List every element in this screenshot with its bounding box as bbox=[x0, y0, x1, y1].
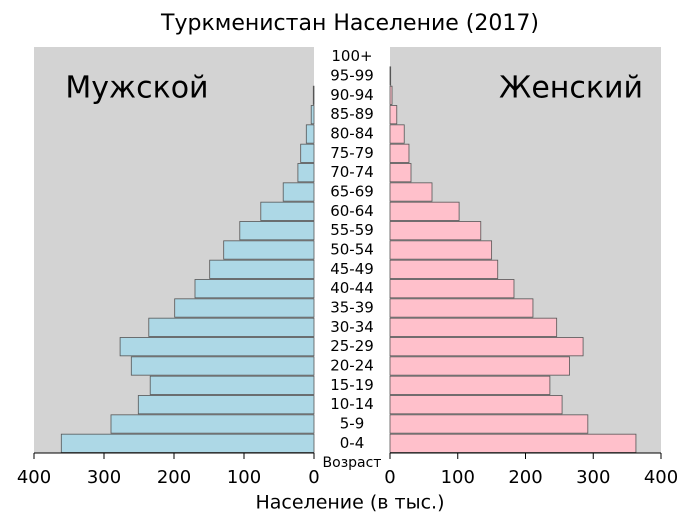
category-label: 35-39 bbox=[330, 299, 374, 317]
x-tick-label: 100 bbox=[441, 467, 475, 488]
bar bbox=[389, 143, 410, 163]
x-tick-label: 100 bbox=[227, 467, 261, 488]
bar bbox=[389, 105, 398, 125]
bar bbox=[389, 356, 570, 376]
bar bbox=[148, 317, 315, 337]
bar bbox=[389, 240, 493, 260]
bar bbox=[149, 375, 315, 395]
x-tick-label: 200 bbox=[157, 467, 191, 488]
bar bbox=[305, 124, 315, 144]
x-tick-label: 300 bbox=[576, 467, 610, 488]
category-label: 15-19 bbox=[330, 376, 374, 394]
category-label: 25-29 bbox=[330, 337, 374, 355]
category-label: 80-84 bbox=[330, 125, 374, 143]
bar bbox=[389, 433, 637, 453]
category-label: 85-89 bbox=[330, 105, 374, 123]
category-label: 90-94 bbox=[330, 86, 374, 104]
bar bbox=[194, 279, 315, 299]
category-label: 30-34 bbox=[330, 318, 374, 336]
bar bbox=[312, 85, 315, 105]
category-label: 20-24 bbox=[330, 357, 374, 375]
chart-title: Туркменистан Население (2017) bbox=[160, 11, 539, 36]
bar bbox=[389, 259, 499, 279]
category-label: 65-69 bbox=[330, 183, 374, 201]
bar bbox=[310, 105, 315, 125]
category-label: 55-59 bbox=[330, 221, 374, 239]
bar bbox=[389, 298, 534, 318]
bar bbox=[389, 375, 551, 395]
category-label: 75-79 bbox=[330, 144, 374, 162]
bar bbox=[389, 337, 584, 357]
bar bbox=[389, 414, 589, 434]
bar bbox=[389, 221, 482, 241]
category-label: 95-99 bbox=[330, 67, 374, 85]
category-label: 50-54 bbox=[330, 241, 374, 259]
bar bbox=[260, 201, 315, 221]
category-axis-label: Возраст bbox=[323, 455, 382, 471]
x-tick-label: 200 bbox=[508, 467, 542, 488]
bar bbox=[389, 163, 412, 183]
x-tick-label: 0 bbox=[384, 467, 395, 488]
x-tick-label: 400 bbox=[644, 467, 678, 488]
x-tick-label: 0 bbox=[308, 467, 319, 488]
bar bbox=[389, 317, 558, 337]
bar bbox=[389, 182, 433, 202]
category-label: 5-9 bbox=[340, 415, 365, 433]
bar bbox=[282, 182, 315, 202]
bar bbox=[174, 298, 315, 318]
category-label: 40-44 bbox=[330, 279, 374, 297]
bar bbox=[110, 414, 315, 434]
category-label: 60-64 bbox=[330, 202, 374, 220]
category-label: 45-49 bbox=[330, 260, 374, 278]
bar bbox=[137, 395, 315, 415]
bar bbox=[389, 395, 563, 415]
legend-label: Женский bbox=[499, 71, 643, 106]
legend-label: Мужской bbox=[65, 71, 208, 106]
bar bbox=[297, 163, 315, 183]
bar bbox=[119, 337, 315, 357]
bar bbox=[300, 143, 315, 163]
bar bbox=[239, 221, 315, 241]
x-axis-label: Население (в тыс.) bbox=[255, 492, 444, 514]
x-tick-label: 300 bbox=[87, 467, 121, 488]
bar bbox=[389, 124, 405, 144]
bar bbox=[130, 356, 315, 376]
category-label: 70-74 bbox=[330, 163, 374, 181]
bar bbox=[389, 85, 393, 105]
bar bbox=[389, 279, 515, 299]
bar bbox=[223, 240, 315, 260]
category-label: 0-4 bbox=[340, 434, 365, 452]
bar bbox=[389, 66, 392, 86]
bar bbox=[209, 259, 315, 279]
category-label: 100+ bbox=[331, 47, 372, 65]
category-label: 10-14 bbox=[330, 395, 374, 413]
bar bbox=[389, 201, 460, 221]
bar bbox=[60, 433, 315, 453]
x-tick-label: 400 bbox=[17, 467, 51, 488]
